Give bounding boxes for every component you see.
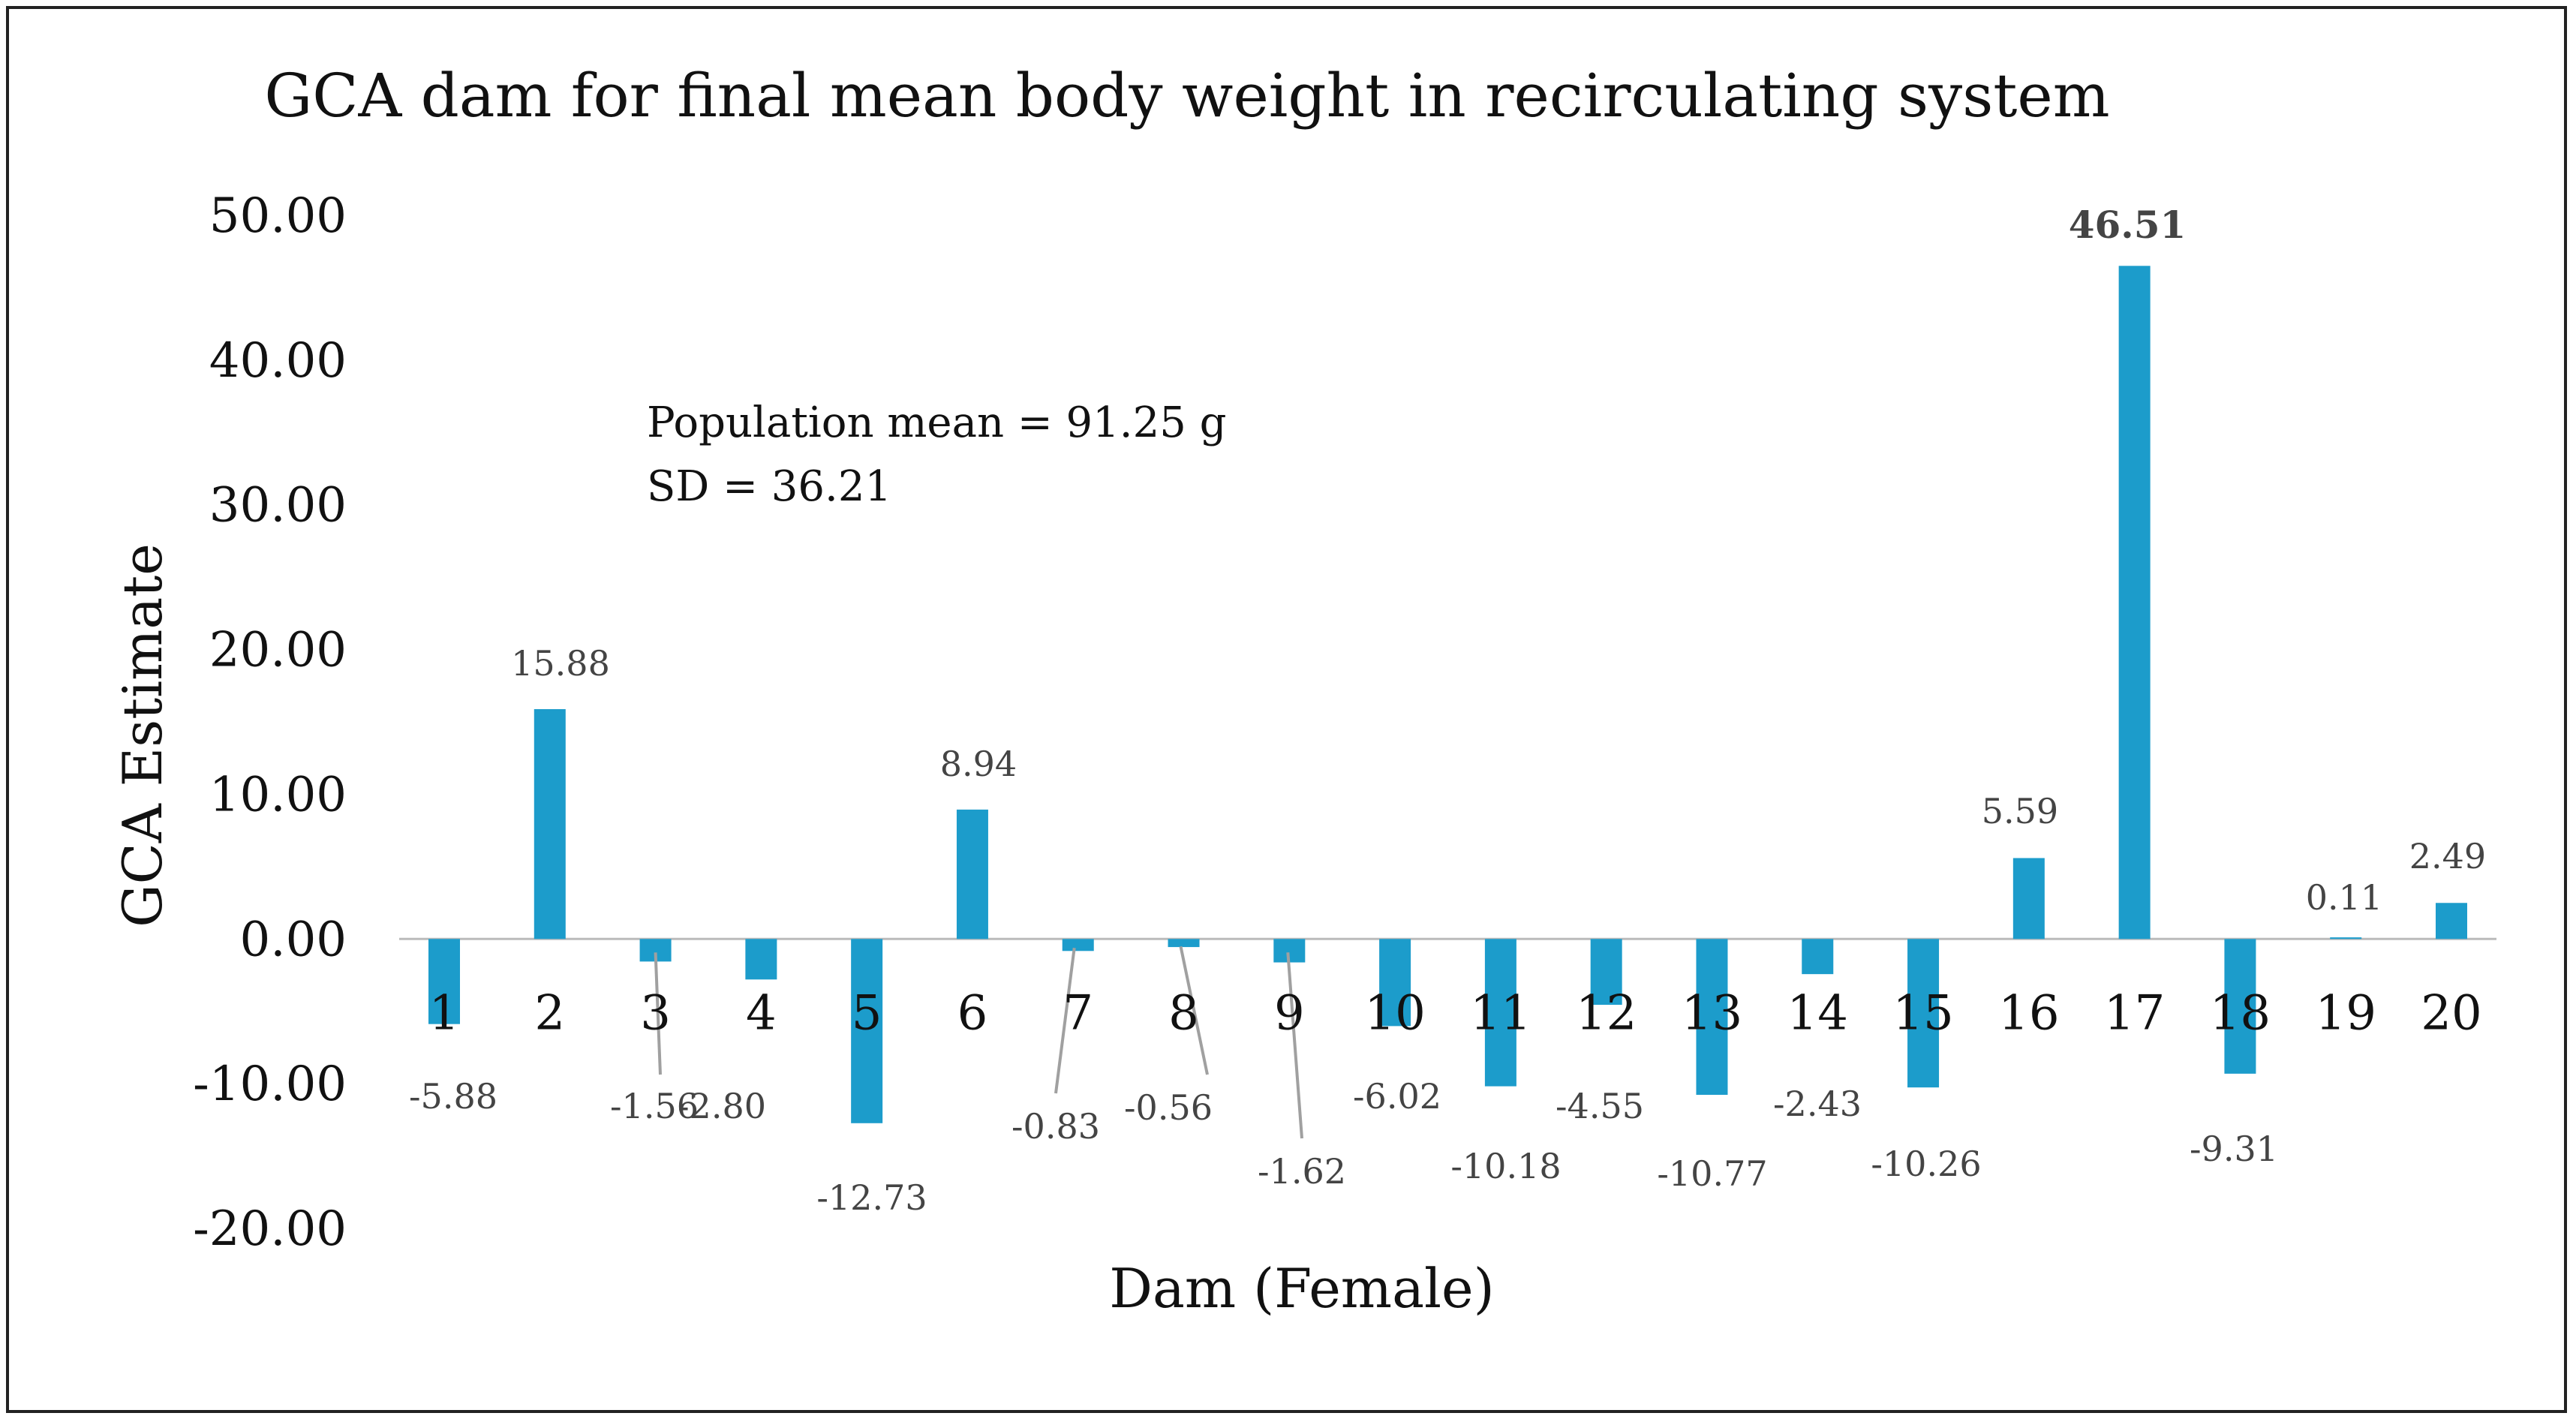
x-tick-label: 13 — [1682, 985, 1742, 1041]
x-tick-label: 4 — [746, 985, 777, 1041]
data-label: -2.80 — [678, 1086, 766, 1126]
bar — [1484, 939, 1516, 1087]
y-tick-label: 30.00 — [209, 478, 347, 534]
x-axis-title: Dam (Female) — [1109, 1257, 1494, 1320]
data-label: -2.43 — [1773, 1084, 1862, 1124]
y-axis-ticks: 50.00 40.00 30.00 20.00 10.00 0.00 -10.00 -20.0… — [193, 188, 347, 1257]
x-tick-label: 5 — [852, 985, 882, 1041]
data-label: -0.56 — [1124, 1087, 1213, 1128]
x-tick-label: 20 — [2421, 985, 2481, 1041]
chart-frame: GCA dam for final mean body weight in re… — [6, 6, 2567, 1413]
y-tick-label: 50.00 — [209, 188, 347, 244]
bar — [1168, 939, 1200, 948]
y-tick-label: 10.00 — [209, 767, 347, 822]
bar — [1696, 939, 1728, 1095]
data-label: 5.59 — [1982, 791, 2058, 831]
bar — [534, 709, 566, 939]
x-tick-label: 11 — [1470, 985, 1531, 1041]
y-tick-label: 0.00 — [240, 912, 347, 967]
data-label-highlight: 46.51 — [2069, 203, 2187, 247]
data-label: 8.94 — [940, 744, 1017, 784]
y-tick-label: 40.00 — [209, 333, 347, 389]
bar — [2436, 903, 2467, 939]
x-tick-label: 17 — [2104, 985, 2165, 1041]
x-tick-label: 15 — [1892, 985, 1953, 1041]
x-tick-label: 1 — [429, 985, 460, 1041]
x-tick-label: 9 — [1274, 985, 1305, 1041]
leader-line — [1286, 952, 1303, 1139]
leader-line — [1179, 945, 1209, 1075]
chart-title: GCA dam for final mean body weight in re… — [264, 61, 2109, 131]
data-label: -6.02 — [1353, 1076, 1441, 1117]
data-labels-group: -5.88 15.88 -1.56-2.80 -12.73 8.94 -0.83 -0.56… — [409, 203, 2486, 1218]
bar — [1590, 939, 1622, 1006]
data-label: -10.26 — [1871, 1144, 1981, 1184]
x-tick-label: 18 — [2210, 985, 2271, 1041]
bar — [1062, 939, 1094, 952]
data-label: -5.88 — [409, 1076, 497, 1117]
x-axis-ticks: 1 2 3 4 5 6 7 8 9 10 11 12 13 14 15 16 17 18 19 20 — [429, 985, 2482, 1041]
x-tick-label: 12 — [1576, 985, 1637, 1041]
x-tick-label: 7 — [1063, 985, 1093, 1041]
y-tick-label: -10.00 — [193, 1057, 347, 1112]
x-tick-label: 3 — [640, 985, 671, 1041]
bar — [851, 939, 883, 1123]
bar — [2012, 858, 2045, 939]
data-label: -10.18 — [1450, 1146, 1561, 1186]
bar — [1907, 939, 1940, 1088]
x-tick-label: 16 — [1998, 985, 2059, 1041]
annotation-sd: SD = 36.21 — [647, 462, 891, 511]
data-label: 15.88 — [511, 643, 610, 684]
data-label: -1.56 — [610, 1086, 699, 1126]
x-tick-label: 8 — [1168, 985, 1199, 1041]
leader-line — [654, 952, 662, 1075]
leader-lines-group — [654, 945, 1303, 1139]
x-tick-label: 6 — [957, 985, 988, 1041]
data-label: -4.55 — [1556, 1086, 1644, 1126]
data-label: -12.73 — [816, 1177, 927, 1218]
x-tick-label: 14 — [1787, 985, 1848, 1041]
y-tick-label: 20.00 — [209, 623, 347, 678]
bar — [745, 939, 777, 980]
bar — [428, 939, 460, 1024]
data-label: -9.31 — [2190, 1129, 2278, 1169]
x-tick-label: 19 — [2315, 985, 2376, 1041]
x-tick-label: 2 — [534, 985, 565, 1041]
bar — [2224, 939, 2256, 1074]
chart-canvas: GCA dam for final mean body weight in re… — [111, 61, 2496, 1320]
x-tick-label: 10 — [1364, 985, 1425, 1041]
data-label: -10.77 — [1657, 1153, 1767, 1194]
bar — [956, 809, 988, 939]
data-label: -1.62 — [1258, 1151, 1346, 1192]
bar — [2330, 937, 2362, 939]
bar — [2118, 266, 2151, 939]
bar — [1802, 939, 1834, 975]
annotation-population-mean: Population mean = 91.25 g — [647, 398, 1227, 447]
leader-line — [1054, 948, 1076, 1094]
data-label: -0.83 — [1011, 1106, 1100, 1147]
data-label: 2.49 — [2409, 836, 2486, 876]
y-axis-title: GCA Estimate — [111, 543, 174, 927]
bar — [1379, 939, 1411, 1027]
y-tick-label: -20.00 — [193, 1201, 347, 1257]
data-label: 0.11 — [2306, 877, 2382, 918]
